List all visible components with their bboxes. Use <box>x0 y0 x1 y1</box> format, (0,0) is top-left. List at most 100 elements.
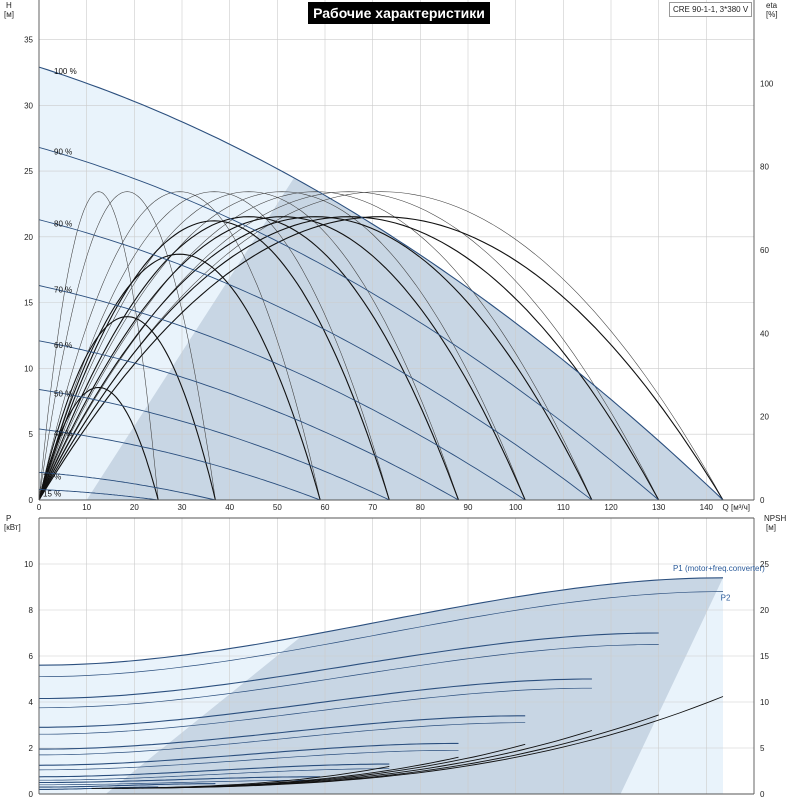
y-axis-title: P <box>6 514 11 523</box>
top-curves <box>39 66 724 500</box>
efficiency-curve <box>39 253 321 500</box>
p1-power-curve <box>39 763 390 778</box>
head-curve <box>39 489 159 500</box>
efficiency-curve <box>39 216 526 500</box>
x-tick-label: 90 <box>464 503 473 512</box>
speed-label: 25 % <box>43 472 61 481</box>
efficiency-curve <box>39 316 216 500</box>
y2-tick-label: 0 <box>760 790 765 799</box>
p1-power-curve <box>39 715 526 750</box>
head-curve <box>39 285 526 500</box>
top-operating-area <box>39 67 723 500</box>
y2-tick-label: 0 <box>760 496 765 505</box>
efficiency-curve <box>39 220 390 500</box>
x-tick-label: 30 <box>178 503 187 512</box>
y-tick-label: 0 <box>29 496 34 505</box>
y2-axis-title: eta <box>766 1 778 10</box>
y2-tick-label: 100 <box>760 79 774 88</box>
p2-label: P2 <box>721 594 731 603</box>
y2-tick-label: 20 <box>760 606 769 615</box>
chart-title: Рабочие характеристики <box>308 2 490 24</box>
efficiency-curve <box>39 216 724 500</box>
y2-tick-label: 40 <box>760 329 769 338</box>
p2-power-curve <box>39 749 459 771</box>
x-tick-label: 100 <box>509 503 523 512</box>
y-tick-label: 5 <box>29 430 34 439</box>
labels: 100 % 90 % 80 % 70 % 60 % 50 % 40 % 25 % 15 % P1 … <box>4 1 786 799</box>
y2-tick-label: 60 <box>760 246 769 255</box>
dark-operating-area <box>86 177 723 500</box>
npsh-curve <box>91 765 390 789</box>
p2-power-curve <box>39 644 659 709</box>
head-curve <box>39 428 321 500</box>
p1-power-curve <box>39 577 724 666</box>
axes <box>38 0 755 795</box>
bottom-dark-area <box>105 577 723 794</box>
head-curve <box>39 340 459 500</box>
y-tick-label: 2 <box>29 744 34 753</box>
grid <box>38 0 754 794</box>
x-tick-label: 140 <box>700 503 714 512</box>
efficiency-curve <box>39 191 390 500</box>
y2-axis-unit: [%] <box>766 10 778 19</box>
y2-tick-label: 20 <box>760 413 769 422</box>
efficiency-curve <box>39 191 459 500</box>
speed-label: 90 % <box>54 147 72 156</box>
efficiency-curve <box>39 191 159 500</box>
y-tick-label: 4 <box>29 698 34 707</box>
y-tick-label: 35 <box>24 35 33 44</box>
y-axis-unit: [м] <box>4 10 14 19</box>
p1-power-curve <box>39 776 321 784</box>
p1-power-curve <box>39 678 592 728</box>
y-tick-label: 8 <box>29 606 34 615</box>
speed-label: 15 % <box>43 489 61 498</box>
y2-axis-unit: [м] <box>766 523 776 532</box>
y-tick-label: 15 <box>24 299 33 308</box>
pump-model-label: CRE 90-1-1, 3*380 V <box>669 2 753 17</box>
efficiency-curve <box>39 386 159 500</box>
y-tick-label: 0 <box>29 790 34 799</box>
x-axis-label: Q [м³/ч] <box>723 503 750 512</box>
x-tick-label: 50 <box>273 503 282 512</box>
y-tick-label: 10 <box>24 560 33 569</box>
y-axis-unit: [кВт] <box>4 523 21 532</box>
speed-label: 100 % <box>54 67 77 76</box>
speed-label: 40 % <box>54 429 72 438</box>
x-tick-label: 80 <box>416 503 425 512</box>
y-tick-label: 20 <box>24 233 33 242</box>
head-curve <box>39 219 593 500</box>
y-tick-label: 25 <box>24 167 33 176</box>
efficiency-curve <box>39 216 660 500</box>
p2-power-curve <box>39 687 592 735</box>
p1-power-curve <box>39 783 216 788</box>
x-tick-label: 60 <box>321 503 330 512</box>
x-tick-label: 130 <box>652 503 666 512</box>
p1-label: P1 (motor+freq.converter) <box>673 564 765 573</box>
y2-tick-label: 10 <box>760 698 769 707</box>
y2-axis-title: NPSH <box>764 514 786 523</box>
speed-label: 80 % <box>54 220 72 229</box>
head-curve <box>39 389 390 500</box>
y-tick-label: 30 <box>24 101 33 110</box>
efficiency-curve <box>39 216 460 500</box>
y2-tick-label: 25 <box>760 560 769 569</box>
p2-power-curve <box>39 591 724 678</box>
head-curve <box>39 471 216 500</box>
speed-label: 70 % <box>54 286 72 295</box>
p2-power-curve <box>39 779 321 786</box>
y2-tick-label: 15 <box>760 652 769 661</box>
p2-power-curve <box>39 722 526 756</box>
p1-power-curve <box>39 742 459 766</box>
x-tick-label: 0 <box>37 503 42 512</box>
efficiency-curve <box>39 191 724 500</box>
p2-power-curve <box>39 768 390 781</box>
y-tick-label: 6 <box>29 652 34 661</box>
y-tick-label: 10 <box>24 364 33 373</box>
speed-label: 60 % <box>54 341 72 350</box>
p1-power-curve <box>39 632 659 700</box>
efficiency-curve <box>39 216 593 500</box>
efficiency-curve <box>39 191 216 500</box>
y2-tick-label: 5 <box>760 744 765 753</box>
